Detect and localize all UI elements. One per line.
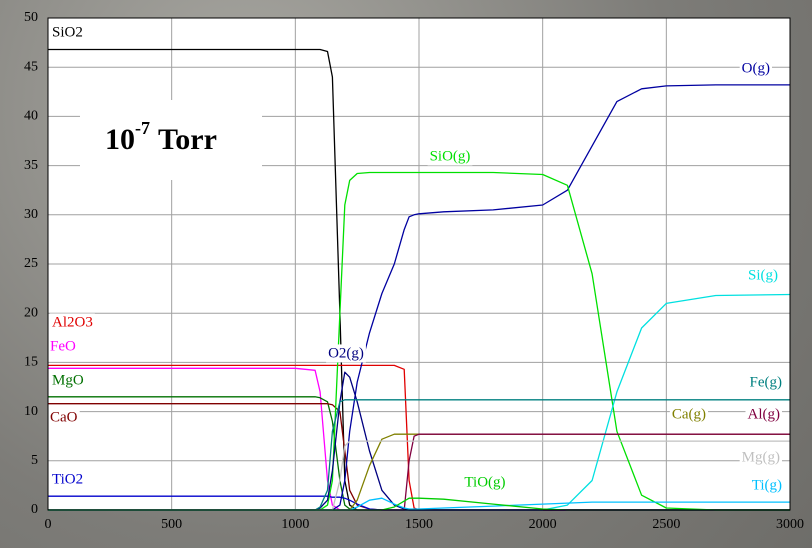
legend-label: TiO2 (52, 471, 83, 487)
legend-label: TiO(g) (464, 474, 505, 490)
legend-label-box (746, 266, 781, 285)
legend-label-box (739, 59, 772, 78)
x-tick-label: 500 (161, 517, 182, 532)
legend-label: Mg(g) (742, 449, 780, 465)
legend-label: Ti(g) (752, 477, 782, 493)
y-tick-label: 30 (24, 207, 38, 222)
annotation-base: 10 (105, 123, 135, 156)
legend-label-box (50, 23, 85, 42)
legend-label-box (739, 448, 783, 467)
y-tick-label: 0 (31, 502, 38, 517)
legend-label-box (48, 408, 80, 427)
y-tick-label: 50 (24, 10, 38, 25)
labels: SiO2 Al2O3 FeO MgO CaO TiO2 O(g) SiO(g) Si(g) O2(… (48, 23, 785, 495)
x-tick-label: 1500 (405, 517, 433, 532)
legend-label: Fe(g) (750, 374, 783, 390)
legend-label: CaO (50, 409, 78, 425)
legend-label-box (462, 473, 508, 492)
legend-label: O(g) (742, 60, 770, 76)
y-tick-label: 40 (24, 109, 38, 124)
legend-label-box (50, 470, 86, 489)
y-tick-label: 45 (24, 59, 38, 74)
legend-label: MgO (52, 372, 84, 388)
x-tick-label: 3000 (776, 517, 804, 532)
series-line (48, 171, 790, 511)
legend-label-box (427, 147, 473, 166)
legend-label-box (326, 344, 366, 363)
annotation-box (80, 100, 262, 180)
y-tick-label: 20 (24, 305, 38, 320)
legend-label: Si(g) (748, 267, 778, 283)
legend-label-box (747, 373, 784, 392)
y-tick-label: 25 (24, 256, 38, 271)
legend-label: SiO2 (52, 24, 83, 40)
annotation: 10-7 Torr (105, 118, 217, 156)
y-tick-label: 5 (31, 453, 38, 468)
legend-label: SiO(g) (430, 148, 471, 164)
y-tick-label: 10 (24, 404, 38, 419)
x-tick-label: 1000 (281, 517, 309, 532)
legend-label: FeO (50, 338, 76, 354)
x-tick-label: 2000 (529, 517, 557, 532)
legend-label-box (48, 337, 78, 356)
legend-label: O2(g) (328, 345, 364, 361)
plot-frame (47, 17, 791, 511)
legend-label-box (50, 371, 86, 390)
series-line (48, 399, 790, 511)
legend-label: Ca(g) (672, 406, 706, 422)
legend-label: Al2O3 (52, 314, 93, 330)
legend-label-box (745, 405, 782, 424)
x-tick-label: 2500 (652, 517, 680, 532)
legend-label-box (50, 313, 95, 332)
legend-label-box (669, 405, 709, 424)
x-tick-label: 0 (45, 517, 52, 532)
y-tick-label: 35 (24, 158, 38, 173)
annotation-exponent: -7 (135, 118, 150, 138)
legend-label: Al(g) (748, 406, 781, 422)
annotation-unit: Torr (158, 123, 217, 156)
legend-label-box (749, 476, 785, 495)
y-tick-label: 15 (24, 355, 38, 370)
